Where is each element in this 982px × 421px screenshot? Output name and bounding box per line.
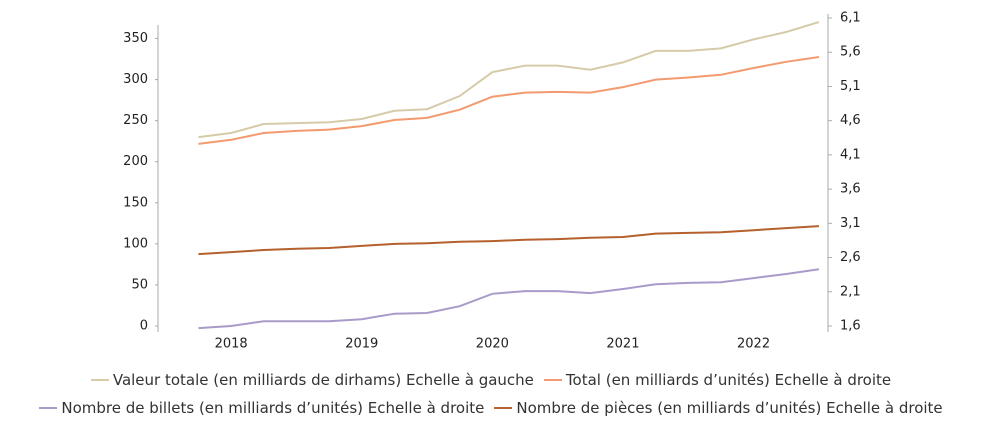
y-tick-label: 0 — [140, 319, 148, 334]
legend-swatch — [494, 407, 513, 409]
legend-label: Total (en milliards d’unités) Echelle à … — [565, 371, 892, 389]
y-tick-label: 250 — [123, 113, 148, 128]
series-line — [198, 268, 820, 330]
x-tick-label: 2018 — [215, 337, 248, 352]
y-tick-label: 200 — [123, 154, 148, 169]
x-tick-label: 2020 — [476, 337, 509, 352]
y-tick-label: 350 — [123, 31, 148, 46]
y-tick-label: 150 — [123, 195, 148, 210]
legend-item: Nombre de pièces (en milliards d’unités)… — [494, 399, 943, 417]
legend-row: Nombre de billets (en milliards d’unités… — [0, 399, 982, 417]
y2-tick-label: 4,6 — [840, 113, 861, 128]
legend-label: Nombre de pièces (en milliards d’unités)… — [516, 399, 943, 417]
y-tick-label: 300 — [123, 72, 148, 87]
series-line — [198, 56, 820, 145]
x-tick-label: 2019 — [345, 337, 378, 352]
legend-swatch — [90, 379, 109, 381]
y-tick-label: 50 — [131, 277, 148, 292]
y2-tick-label: 1,6 — [840, 319, 861, 334]
x-tick-label: 2021 — [606, 337, 639, 352]
legend-row: Valeur totale (en milliards de dirhams) … — [0, 371, 982, 389]
x-tick-label: 2022 — [737, 337, 770, 352]
legend-item: Nombre de billets (en milliards d’unités… — [39, 399, 484, 417]
chart: 0 50 100 150 200 250 300 350 1,6 2,1 2,6 3,1 3,6 4,1 4… — [123, 11, 861, 352]
y2-tick-label: 2,1 — [840, 284, 861, 299]
legend-swatch — [543, 379, 562, 381]
y2-tick-label: 3,1 — [840, 216, 861, 231]
legend-label: Valeur totale (en milliards de dirhams) … — [112, 371, 534, 389]
y2-tick-label: 5,6 — [840, 45, 861, 60]
legend-item: Total (en milliards d’unités) Echelle à … — [543, 371, 892, 389]
y2-tick-label: 4,1 — [840, 147, 861, 162]
series-line — [198, 225, 819, 256]
legend-swatch — [39, 407, 58, 409]
y2-tick-label: 3,6 — [840, 182, 861, 197]
legend-item: Valeur totale (en milliards de dirhams) … — [90, 371, 534, 389]
y2-tick-label: 2,6 — [840, 250, 861, 265]
legend-label: Nombre de billets (en milliards d’unités… — [61, 399, 485, 417]
y2-tick-label: 6,1 — [840, 11, 861, 26]
y2-tick-label: 5,1 — [840, 79, 861, 94]
series-line — [198, 21, 820, 139]
y-tick-label: 100 — [123, 236, 148, 251]
